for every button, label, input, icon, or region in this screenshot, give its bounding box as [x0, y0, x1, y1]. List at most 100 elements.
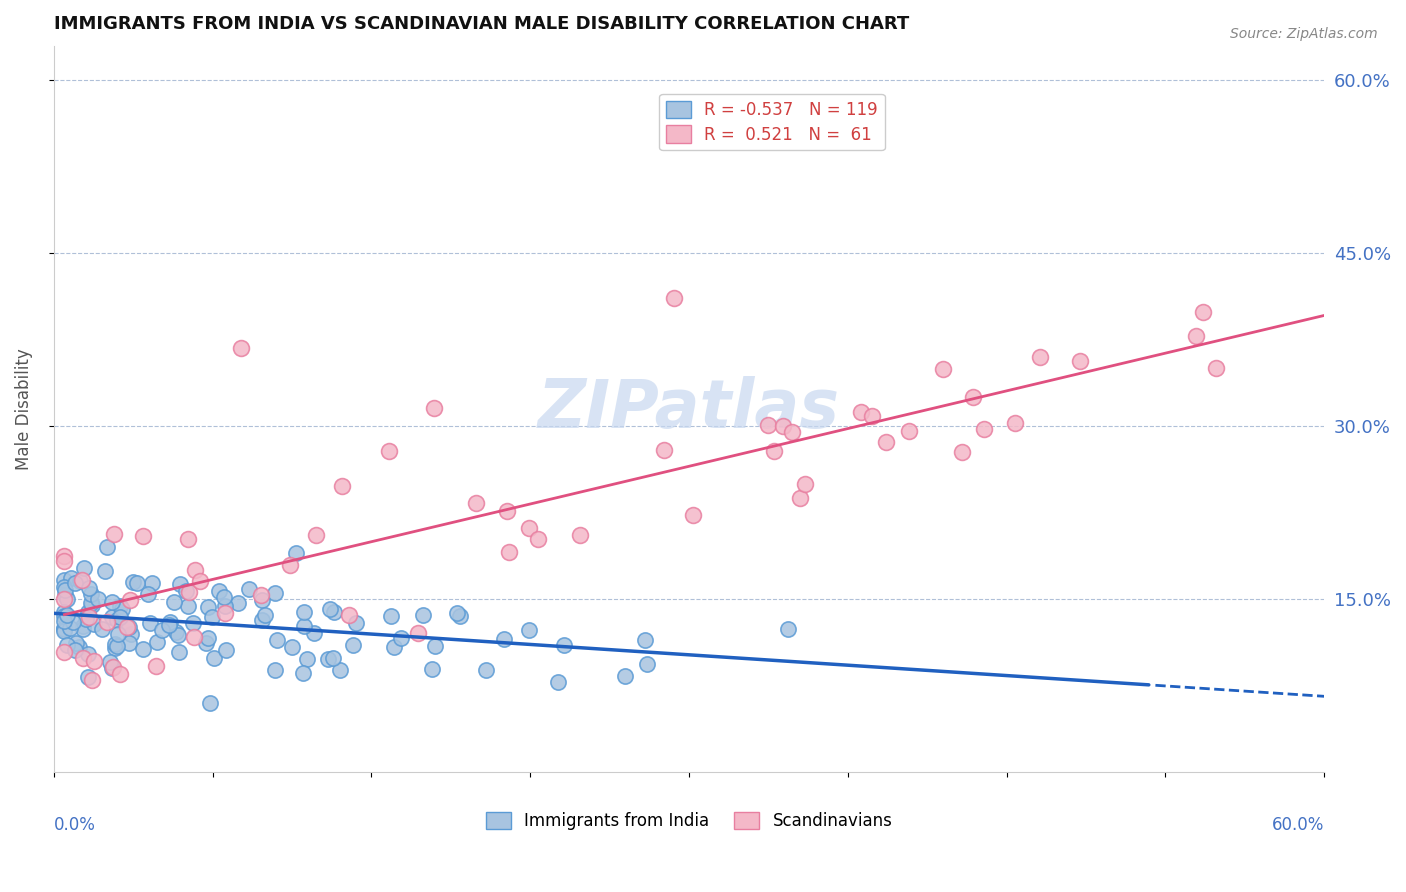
Point — [104, 636, 127, 650]
Point — [897, 424, 920, 438]
Point — [292, 605, 315, 619]
Point — [932, 362, 955, 376]
Point — [860, 409, 883, 423]
Point — [495, 503, 517, 517]
Point — [962, 390, 984, 404]
Point — [80, 598, 103, 612]
Point — [101, 610, 124, 624]
Point — [498, 544, 520, 558]
Point — [215, 643, 238, 657]
Point — [851, 405, 873, 419]
Point — [63, 643, 86, 657]
Point — [53, 614, 76, 628]
Point — [53, 574, 76, 588]
Point — [53, 622, 76, 636]
Point — [292, 666, 315, 681]
Point — [179, 585, 201, 599]
Point — [547, 675, 569, 690]
Point — [53, 588, 76, 602]
Point — [53, 624, 76, 639]
Point — [252, 613, 274, 627]
Point — [56, 592, 79, 607]
Point — [87, 591, 110, 606]
Point — [67, 640, 90, 654]
Point — [105, 639, 128, 653]
Point — [167, 628, 190, 642]
Point — [449, 609, 471, 624]
Point — [794, 477, 817, 491]
Point — [75, 612, 97, 626]
Point — [56, 638, 79, 652]
Point — [83, 616, 105, 631]
Point — [120, 627, 142, 641]
Point — [118, 636, 141, 650]
Point — [664, 291, 686, 305]
Point — [305, 527, 328, 541]
Point — [132, 642, 155, 657]
Point — [789, 491, 811, 505]
Point — [254, 607, 277, 622]
Point — [77, 647, 100, 661]
Text: 0.0%: 0.0% — [53, 815, 96, 834]
Point — [53, 605, 76, 619]
Point — [53, 608, 76, 623]
Point — [527, 533, 550, 547]
Point — [758, 417, 780, 432]
Point — [1184, 329, 1206, 343]
Point — [91, 623, 114, 637]
Point — [177, 599, 200, 614]
Point — [318, 652, 340, 666]
Point — [201, 610, 224, 624]
Point — [58, 621, 80, 635]
Point — [322, 606, 344, 620]
Point — [69, 574, 91, 588]
Point — [72, 622, 94, 636]
Point — [53, 580, 76, 594]
Point — [53, 582, 76, 597]
Point — [1004, 416, 1026, 430]
Point — [53, 622, 76, 636]
Point — [77, 670, 100, 684]
Point — [569, 527, 592, 541]
Point — [682, 508, 704, 522]
Point — [110, 599, 132, 613]
Point — [517, 623, 540, 637]
Point — [110, 609, 132, 624]
Point — [250, 588, 273, 602]
Point — [322, 651, 344, 665]
Point — [145, 659, 167, 673]
Point — [53, 592, 76, 607]
Point — [776, 622, 799, 636]
Point — [77, 581, 100, 595]
Point — [80, 596, 103, 610]
Point — [285, 546, 308, 560]
Point — [127, 575, 149, 590]
Point — [212, 590, 235, 604]
Point — [72, 651, 94, 665]
Point — [344, 616, 367, 631]
Point — [157, 618, 180, 632]
Point — [101, 660, 124, 674]
Point — [176, 583, 198, 598]
Point — [950, 444, 973, 458]
Point — [138, 616, 160, 631]
Point — [250, 592, 273, 607]
Point — [108, 666, 131, 681]
Point — [167, 645, 190, 659]
Point — [304, 626, 326, 640]
Point — [107, 626, 129, 640]
Text: IMMIGRANTS FROM INDIA VS SCANDINAVIAN MALE DISABILITY CORRELATION CHART: IMMIGRANTS FROM INDIA VS SCANDINAVIAN MA… — [53, 15, 910, 33]
Point — [763, 444, 786, 458]
Point — [65, 576, 87, 591]
Point — [111, 601, 134, 615]
Point — [636, 657, 658, 671]
Point — [132, 529, 155, 543]
Point — [264, 585, 287, 599]
Point — [96, 615, 118, 630]
Point — [406, 626, 429, 640]
Point — [295, 652, 318, 666]
Point — [378, 443, 401, 458]
Point — [103, 526, 125, 541]
Point — [80, 673, 103, 687]
Point — [634, 632, 657, 647]
